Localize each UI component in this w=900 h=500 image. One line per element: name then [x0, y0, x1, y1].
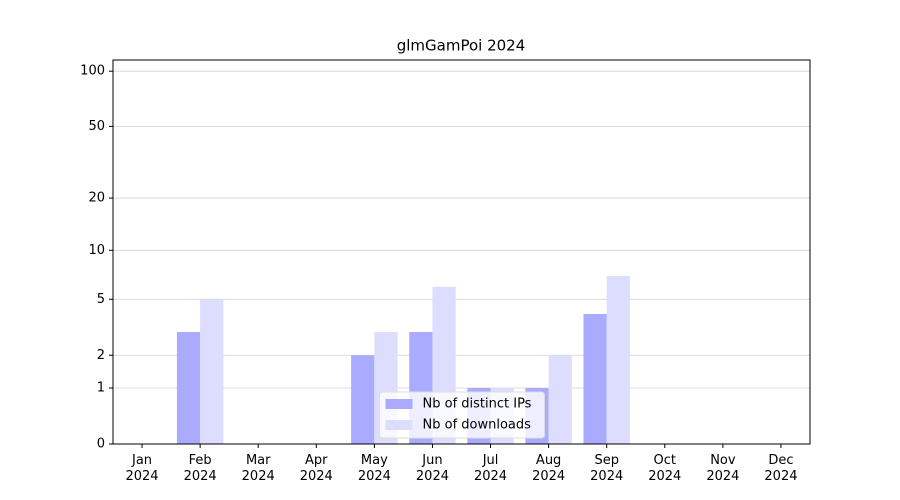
x-tick-label: Apr 2024 [299, 453, 333, 484]
bar [583, 313, 607, 444]
x-tick-label: Jan 2024 [125, 453, 159, 484]
y-tick-label: 50 [88, 119, 105, 134]
x-tick-label: Feb 2024 [183, 453, 217, 484]
chart-title: glmGamPoi 2024 [397, 37, 526, 55]
x-tick-label: Aug 2024 [532, 453, 566, 484]
y-tick-label: 20 [88, 191, 105, 206]
legend-swatch [385, 399, 413, 409]
y-tick-label: 10 [88, 243, 105, 258]
y-tick-label: 5 [97, 292, 105, 307]
x-tick-label: Oct 2024 [648, 453, 682, 484]
y-tick-label: 2 [97, 348, 105, 363]
legend-box [379, 391, 545, 439]
x-tick-label: Nov 2024 [706, 453, 740, 484]
bar [606, 276, 630, 444]
bar [176, 332, 201, 444]
legend-swatch [385, 420, 413, 430]
plot-frame [112, 59, 811, 445]
x-tick-label: Dec 2024 [764, 453, 798, 484]
x-tick-label: Sep 2024 [590, 453, 624, 484]
legend-label: Nb of downloads [423, 418, 532, 433]
x-tick-label: Jun 2024 [415, 453, 449, 484]
x-tick-label: Mar 2024 [241, 453, 275, 484]
legend: Nb of distinct IPs Nb of downloads [379, 391, 545, 439]
y-tick-label: 0 [97, 437, 105, 452]
bar [548, 355, 572, 444]
x-tick-label: Jul 2024 [473, 453, 508, 484]
bar [351, 355, 375, 444]
bar [200, 299, 224, 444]
legend-label: Nb of distinct IPs [423, 397, 532, 412]
y-tick-label: 100 [80, 64, 105, 79]
x-tick-label: May 2024 [357, 453, 391, 484]
y-tick-label: 1 [97, 381, 105, 396]
